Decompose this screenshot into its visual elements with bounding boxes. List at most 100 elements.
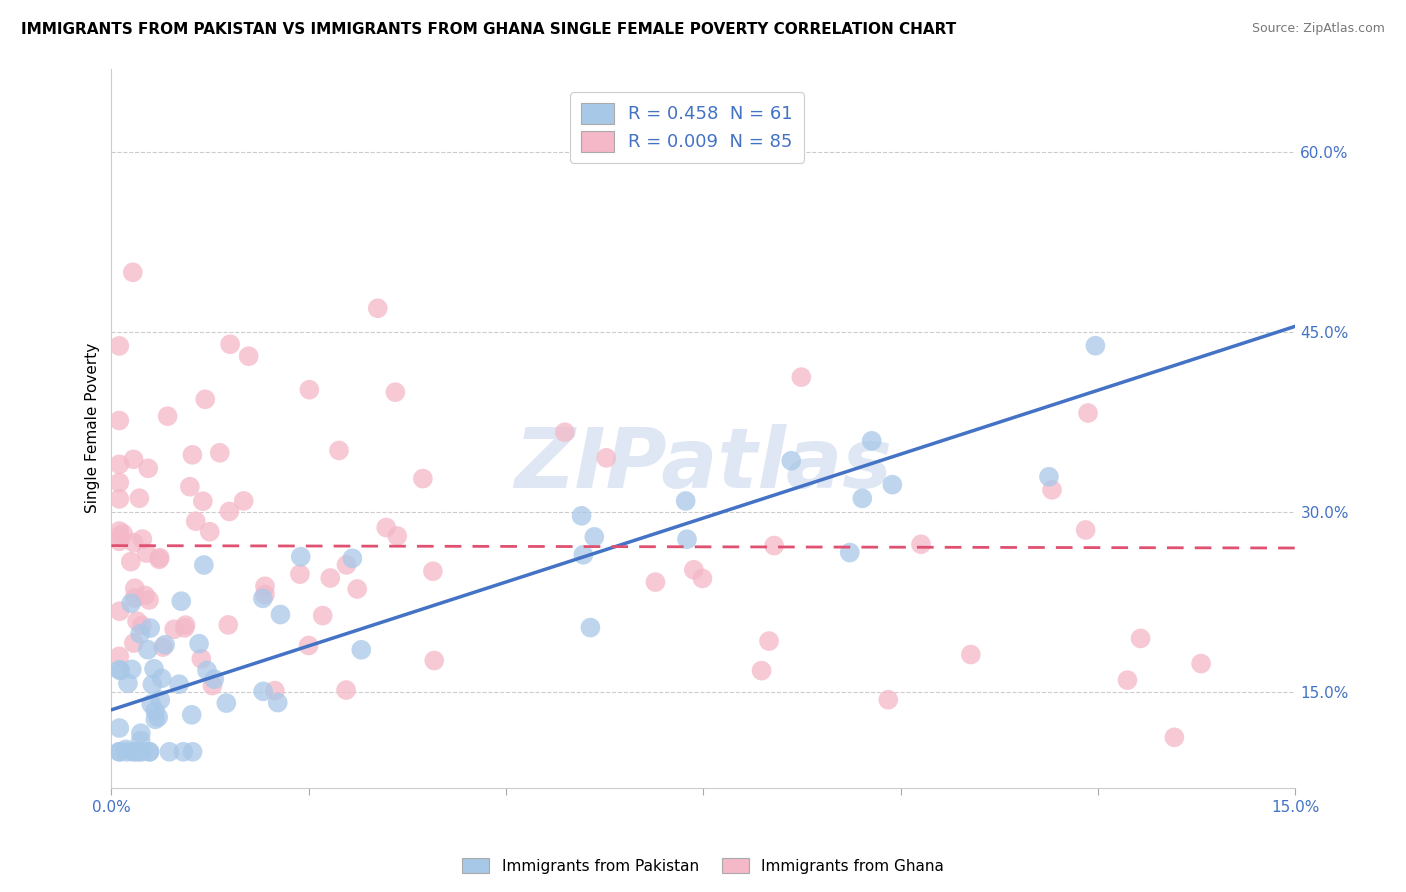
Point bbox=[131, 532, 153, 546]
Point bbox=[959, 648, 981, 662]
Point bbox=[124, 591, 146, 605]
Point bbox=[328, 443, 350, 458]
Point bbox=[184, 514, 207, 528]
Point bbox=[644, 575, 666, 590]
Point bbox=[143, 712, 166, 726]
Point bbox=[252, 591, 274, 606]
Point bbox=[297, 639, 319, 653]
Point bbox=[346, 582, 368, 596]
Point bbox=[141, 697, 163, 711]
Point bbox=[838, 545, 860, 559]
Y-axis label: Single Female Poverty: Single Female Poverty bbox=[86, 343, 100, 513]
Point bbox=[135, 546, 157, 560]
Point bbox=[412, 472, 434, 486]
Point bbox=[173, 621, 195, 635]
Point bbox=[136, 461, 159, 475]
Point bbox=[269, 607, 291, 622]
Point bbox=[167, 677, 190, 691]
Point bbox=[108, 663, 131, 677]
Point bbox=[108, 491, 131, 506]
Point bbox=[108, 721, 131, 735]
Point bbox=[554, 425, 576, 440]
Point bbox=[267, 696, 290, 710]
Point bbox=[108, 745, 131, 759]
Point bbox=[122, 452, 145, 467]
Point bbox=[751, 664, 773, 678]
Point bbox=[877, 692, 900, 706]
Point bbox=[128, 491, 150, 505]
Point bbox=[131, 745, 153, 759]
Point bbox=[367, 301, 389, 316]
Point bbox=[572, 548, 595, 562]
Point bbox=[108, 649, 131, 664]
Point bbox=[138, 745, 160, 759]
Point bbox=[571, 508, 593, 523]
Point bbox=[108, 604, 131, 618]
Point bbox=[124, 581, 146, 595]
Point bbox=[163, 622, 186, 636]
Point bbox=[108, 413, 131, 427]
Point bbox=[172, 745, 194, 759]
Point bbox=[595, 450, 617, 465]
Point bbox=[108, 475, 131, 490]
Point bbox=[288, 567, 311, 582]
Point bbox=[238, 349, 260, 363]
Point bbox=[108, 524, 131, 538]
Point bbox=[125, 614, 148, 628]
Point bbox=[1084, 339, 1107, 353]
Point bbox=[157, 745, 180, 759]
Point bbox=[153, 638, 176, 652]
Point bbox=[180, 707, 202, 722]
Point bbox=[181, 448, 204, 462]
Point bbox=[1038, 469, 1060, 483]
Point bbox=[134, 589, 156, 603]
Point bbox=[290, 549, 312, 564]
Point bbox=[170, 594, 193, 608]
Point bbox=[136, 642, 159, 657]
Point bbox=[115, 742, 138, 756]
Point bbox=[122, 535, 145, 549]
Point bbox=[129, 726, 152, 740]
Point bbox=[790, 370, 813, 384]
Point bbox=[139, 621, 162, 635]
Point bbox=[1077, 406, 1099, 420]
Point bbox=[263, 683, 285, 698]
Point bbox=[219, 337, 242, 351]
Text: Source: ZipAtlas.com: Source: ZipAtlas.com bbox=[1251, 22, 1385, 36]
Point bbox=[190, 652, 212, 666]
Point bbox=[110, 664, 132, 678]
Point bbox=[675, 494, 697, 508]
Point bbox=[198, 524, 221, 539]
Point bbox=[583, 530, 606, 544]
Point bbox=[149, 693, 172, 707]
Point bbox=[108, 745, 131, 759]
Point bbox=[780, 454, 803, 468]
Point bbox=[112, 526, 135, 541]
Point bbox=[217, 618, 239, 632]
Point bbox=[218, 504, 240, 518]
Point bbox=[194, 392, 217, 407]
Point bbox=[692, 572, 714, 586]
Point bbox=[152, 640, 174, 654]
Point bbox=[129, 733, 152, 747]
Point bbox=[108, 529, 131, 543]
Point bbox=[375, 520, 398, 534]
Point bbox=[156, 409, 179, 424]
Point bbox=[138, 745, 160, 759]
Point bbox=[181, 745, 204, 759]
Point bbox=[143, 704, 166, 718]
Point bbox=[122, 745, 145, 759]
Point bbox=[108, 534, 131, 549]
Point bbox=[335, 558, 357, 572]
Text: IMMIGRANTS FROM PAKISTAN VS IMMIGRANTS FROM GHANA SINGLE FEMALE POVERTY CORRELAT: IMMIGRANTS FROM PAKISTAN VS IMMIGRANTS F… bbox=[21, 22, 956, 37]
Point bbox=[910, 537, 932, 551]
Point bbox=[252, 684, 274, 698]
Point bbox=[120, 555, 142, 569]
Point bbox=[1074, 523, 1097, 537]
Point bbox=[138, 593, 160, 607]
Legend: R = 0.458  N = 61, R = 0.009  N = 85: R = 0.458 N = 61, R = 0.009 N = 85 bbox=[571, 92, 804, 162]
Point bbox=[860, 434, 883, 448]
Point bbox=[682, 563, 704, 577]
Point bbox=[115, 745, 138, 759]
Point bbox=[1116, 673, 1139, 687]
